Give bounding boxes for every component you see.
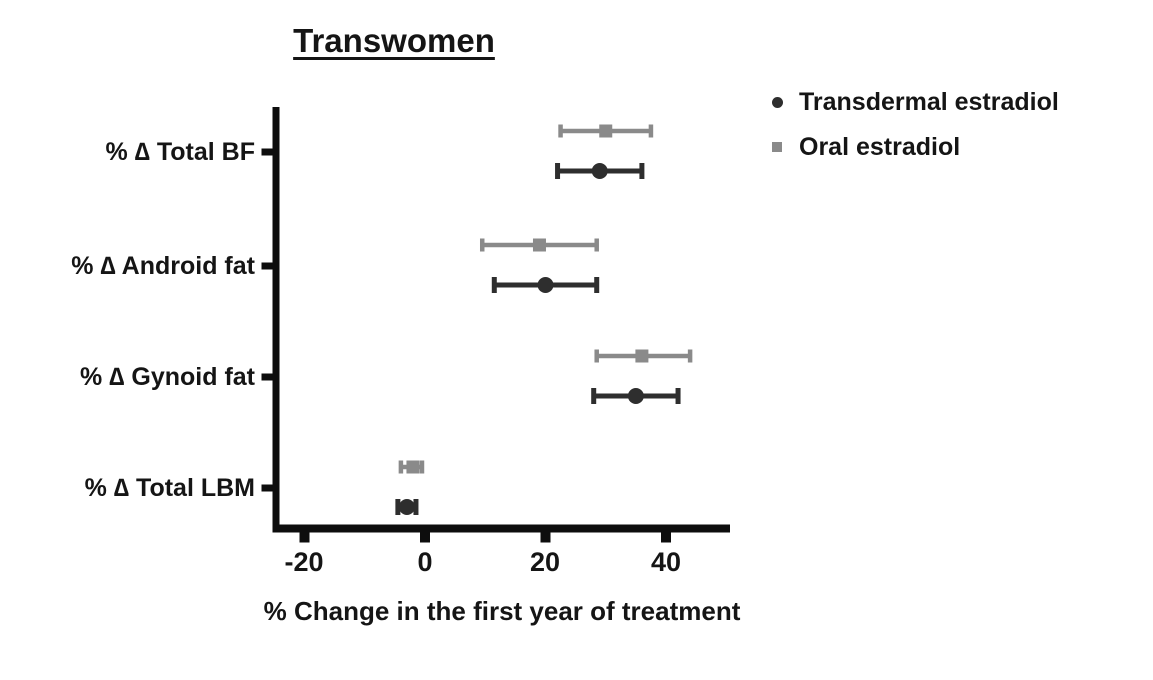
plot-shape [261, 484, 273, 492]
plot-shape [299, 532, 310, 543]
plot-shape [540, 532, 551, 543]
chart-title: Transwomen [293, 22, 495, 59]
plot-shape [419, 460, 425, 474]
legend-label-oral: Oral estradiol [799, 132, 961, 161]
square-marker-icon [772, 142, 782, 152]
plot-shape [261, 262, 273, 270]
plot-shape [635, 349, 649, 363]
data-point-circle [537, 277, 554, 293]
plot-shape [395, 499, 401, 515]
plot-shape [558, 124, 563, 138]
plot-shape [594, 349, 599, 363]
legend-item-oral: Oral estradiol [770, 127, 1140, 167]
plot-shape [599, 124, 613, 138]
legend-item-transdermal: Transdermal estradiol [770, 82, 1140, 122]
plot-shape [555, 163, 561, 179]
plot-shape [420, 532, 430, 543]
plot-shape [261, 373, 273, 381]
category-label-android-fat: % ∆ Android fat [71, 252, 255, 280]
data-point-circle [591, 163, 608, 179]
legend: Transdermal estradiol Oral estradiol [770, 82, 1140, 167]
x-axis-title: % Change in the first year of treatment [263, 596, 741, 626]
plot-shape [261, 148, 273, 156]
plot-shape [491, 277, 497, 293]
x-tick-label-20: 20 [529, 547, 561, 577]
legend-square-marker-icon [770, 142, 784, 152]
plot-shape [661, 532, 671, 543]
circle-marker-icon [771, 96, 783, 108]
plot-shape [639, 163, 645, 179]
plot-shape [479, 238, 485, 252]
category-label-gynoid-fat: % ∆ Gynoid fat [79, 363, 255, 391]
legend-circle-marker-icon [770, 96, 784, 108]
plot-shape [272, 524, 730, 533]
plot-shape [594, 238, 599, 252]
plot-shape [675, 388, 681, 404]
legend-label-transdermal: Transdermal estradiol [799, 87, 1059, 116]
plot-shape [648, 124, 654, 138]
x-tick-label-0: 0 [417, 547, 433, 577]
plot-shape [532, 238, 546, 252]
data-point-circle [398, 499, 415, 515]
plot-shape [272, 107, 280, 533]
plot-shape [591, 388, 597, 404]
category-label-total-bf: % ∆ Total BF [105, 138, 255, 166]
plot-shape [594, 277, 600, 293]
plot-shape [687, 349, 693, 363]
plot-shape [398, 460, 404, 474]
plot-shape [406, 460, 420, 474]
category-label-total-lbm: % ∆ Total LBM [84, 474, 255, 502]
data-point-circle [627, 388, 644, 404]
x-tick-label-40: 40 [650, 547, 682, 577]
x-tick-label-neg20: -20 [284, 547, 324, 577]
plot-shape [413, 499, 419, 515]
